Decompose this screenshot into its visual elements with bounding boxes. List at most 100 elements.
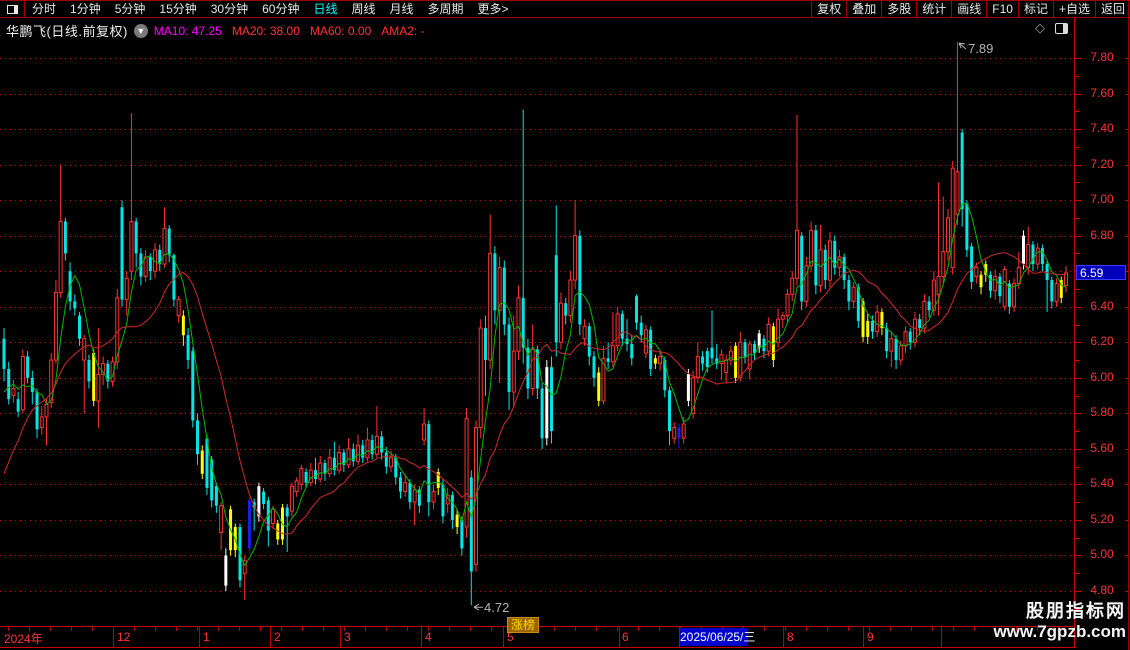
- price-axis-label: 5.20: [1090, 511, 1114, 526]
- indicator-value: MA60: 0.00: [309, 23, 372, 38]
- candle: [58, 220, 63, 294]
- date-axis-label: 6: [622, 630, 629, 644]
- toolbar-button-统计[interactable]: 统计: [916, 1, 951, 17]
- toolbar-button-复权[interactable]: 复权: [811, 1, 846, 17]
- week-tick: [869, 627, 870, 631]
- candlestick-chart-area[interactable]: 7.89 4.72 华鹏飞(日线.前复权) ▼ MA10: 47.25 MA20: …: [0, 18, 1074, 626]
- candle: [658, 355, 663, 365]
- menu-item-更多>[interactable]: 更多>: [477, 2, 509, 16]
- axis-minor-tick: [1075, 466, 1079, 468]
- candle: [101, 363, 106, 375]
- menu-item-分时[interactable]: 分时: [32, 2, 57, 16]
- price-axis-label: 7.20: [1090, 156, 1114, 171]
- axis-tick: [1125, 200, 1128, 202]
- menu-item-1分钟[interactable]: 1分钟: [70, 2, 101, 16]
- toolbar-button-F10[interactable]: F10: [986, 1, 1018, 17]
- week-tick: [176, 627, 177, 631]
- menu-item-60分钟[interactable]: 60分钟: [262, 2, 300, 16]
- window-layout-button[interactable]: [0, 1, 25, 17]
- price-annotations: 7.89 4.72: [473, 41, 993, 615]
- candle: [289, 485, 294, 512]
- candle: [814, 230, 818, 286]
- axis-tick: [1125, 235, 1128, 237]
- candle: [790, 277, 795, 295]
- candle: [903, 331, 908, 347]
- candle: [931, 279, 936, 311]
- candle: [2, 338, 6, 369]
- candle: [186, 335, 190, 361]
- toolbar-button-返回[interactable]: 返回: [1094, 1, 1130, 17]
- candle: [361, 445, 365, 458]
- toolbar-button-+自选[interactable]: +自选: [1052, 1, 1095, 17]
- candle: [535, 349, 539, 389]
- candle: [747, 343, 752, 370]
- week-tick: [155, 627, 156, 631]
- candle: [431, 491, 436, 503]
- candle: [653, 358, 657, 364]
- price-axis-label: 6.40: [1090, 298, 1114, 313]
- candle: [715, 358, 719, 364]
- candle: [148, 256, 152, 272]
- status-badge[interactable]: 涨榜: [507, 617, 540, 633]
- candlestick-chart[interactable]: 7.89 4.72: [0, 18, 1074, 626]
- candle: [323, 463, 327, 474]
- candle: [762, 338, 766, 352]
- week-tick: [239, 627, 240, 631]
- week-tick: [1016, 627, 1017, 631]
- axis-minor-tick: [1075, 537, 1079, 539]
- candle: [554, 255, 558, 343]
- axis-tick: [1075, 235, 1082, 237]
- candle: [705, 351, 709, 368]
- menu-item-30分钟[interactable]: 30分钟: [210, 2, 249, 16]
- candle: [224, 555, 228, 586]
- tools-menu: 复权 叠加 多股 统计 画线 F10 标记 +自选 返回: [811, 1, 1130, 17]
- candle: [701, 356, 705, 364]
- candle: [332, 457, 336, 471]
- chevron-down-icon[interactable]: ▼: [133, 23, 148, 38]
- candle: [92, 352, 96, 401]
- candle: [988, 274, 992, 291]
- candle: [1012, 283, 1017, 308]
- candle: [1026, 244, 1031, 269]
- menu-item-周线[interactable]: 周线: [351, 2, 376, 16]
- toolbar-button-标记[interactable]: 标记: [1017, 1, 1053, 17]
- axis-tick: [1125, 58, 1128, 59]
- candle: [719, 354, 724, 365]
- candle: [394, 457, 398, 478]
- toolbar-button-叠加[interactable]: 叠加: [846, 1, 881, 17]
- candle: [210, 459, 214, 501]
- period-menu: 分时 1分钟 5分钟 15分钟 30分钟 60分钟 日线 周线 月线 多周期 更多>: [25, 1, 516, 17]
- candle: [946, 217, 950, 253]
- menu-item-5分钟[interactable]: 5分钟: [114, 2, 146, 16]
- split-pane-icon[interactable]: [1055, 22, 1068, 34]
- candle: [412, 489, 417, 503]
- candle: [511, 350, 516, 393]
- candle: [7, 368, 11, 400]
- axis-minor-tick: [1075, 608, 1079, 610]
- axis-minor-tick: [1075, 75, 1079, 77]
- menu-item-月线[interactable]: 月线: [389, 2, 414, 16]
- candle: [314, 470, 318, 480]
- candle: [955, 171, 960, 215]
- candle: [262, 491, 266, 504]
- candle: [403, 482, 408, 493]
- week-tick: [29, 627, 30, 631]
- menu-item-多周期[interactable]: 多周期: [427, 2, 464, 16]
- menu-item-15分钟[interactable]: 15分钟: [159, 2, 197, 16]
- month-divider: [783, 627, 784, 647]
- candle: [643, 329, 648, 354]
- diamond-icon[interactable]: ◇: [1035, 20, 1045, 35]
- price-axis-label: 5.60: [1090, 440, 1114, 455]
- candle: [299, 467, 304, 485]
- candle: [39, 416, 44, 429]
- toolbar-button-画线[interactable]: 画线: [951, 1, 986, 17]
- current-price-tag: 6.59: [1076, 264, 1126, 280]
- date-axis-label: 5: [507, 630, 514, 644]
- toolbar-button-多股[interactable]: 多股: [881, 1, 916, 17]
- week-tick: [8, 627, 9, 631]
- week-tick: [1037, 627, 1038, 631]
- candle: [894, 338, 898, 361]
- menu-item-日线[interactable]: 日线: [313, 2, 338, 16]
- price-axis-label: 6.20: [1090, 334, 1114, 349]
- week-tick: [974, 627, 975, 631]
